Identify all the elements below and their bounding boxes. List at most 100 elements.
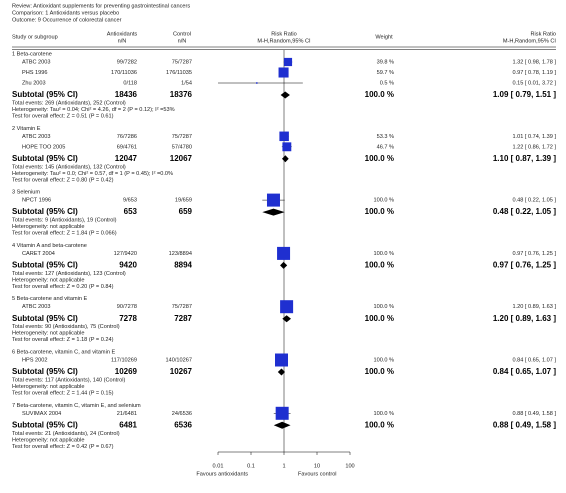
group-title: 6 Beta-carotene, vitamin C, and vitamin … <box>12 349 115 355</box>
subtotal-weight: 100.0 % <box>365 90 394 99</box>
weight: 100.0 % <box>373 198 394 204</box>
subtotal-antioxidants: 6481 <box>119 420 137 429</box>
subtotal-control: 8894 <box>174 261 192 270</box>
control-events: 75/7287 <box>172 59 192 65</box>
subtotal-diamond <box>262 208 285 216</box>
study-name: SUVIMAX 2004 <box>22 411 61 417</box>
group-note: Heterogeneity: not applicable <box>12 331 84 337</box>
control-events: 75/7287 <box>172 134 192 140</box>
control-events: 75/7287 <box>172 304 192 310</box>
risk-ratio: 1.22 [ 0.86, 1.72 ] <box>512 144 556 150</box>
group-note: Total events: 117 (Antioxidants), 140 (C… <box>12 377 126 383</box>
weight: 39.8 % <box>377 59 394 65</box>
study-name: ATBC 2003 <box>22 134 51 140</box>
subtotal-weight: 100.0 % <box>365 367 394 376</box>
subtotal-diamond <box>277 368 285 376</box>
control-events: 24/6536 <box>172 411 192 417</box>
antioxidants-events: 99/7282 <box>117 59 137 65</box>
subtotal-risk-ratio: 0.84 [ 0.65, 1.07 ] <box>493 367 556 376</box>
subtotal-risk-ratio: 1.10 [ 0.87, 1.39 ] <box>493 154 556 163</box>
group-note: Total events: 145 (Antioxidants), 132 (C… <box>12 164 126 170</box>
group-note: Heterogeneity: not applicable <box>12 384 84 390</box>
subtotal-label: Subtotal (95% CI) <box>12 90 78 99</box>
header-outcome: Outcome: 9 Occurrence of colorectal canc… <box>12 17 122 23</box>
risk-ratio: 0.97 [ 0.76, 1.25 ] <box>512 251 556 257</box>
antioxidants-events: 76/7286 <box>117 134 137 140</box>
subtotal-weight: 100.0 % <box>365 154 394 163</box>
subtotal-label: Subtotal (95% CI) <box>12 314 78 323</box>
subtotal-diamond <box>273 421 291 429</box>
x-label-right: Favours control <box>298 471 337 477</box>
subtotal-control: 10267 <box>170 367 193 376</box>
group-title: 7 Beta-carotene, vitamin C, vitamin E, a… <box>12 403 141 409</box>
group-title: 2 Vitamin E <box>12 126 41 132</box>
antioxidants-events: 127/9420 <box>114 251 137 257</box>
study-box <box>256 82 258 84</box>
study-name: HOPE TOO 2005 <box>22 144 65 150</box>
group-note: Test for overall effect: Z = 0.80 (P = 0… <box>12 177 114 183</box>
subtotal-control: 6536 <box>174 420 192 429</box>
group-title: 1 Beta-carotene <box>12 51 52 57</box>
subtotal-label: Subtotal (95% CI) <box>12 420 78 429</box>
group-note: Total events: 269 (Antioxidants), 252 (C… <box>12 100 126 106</box>
group-note: Total events: 9 (Antioxidants), 19 (Cont… <box>12 218 117 224</box>
subtotal-label: Subtotal (95% CI) <box>12 367 78 376</box>
study-box <box>282 142 292 152</box>
subtotal-control: 18376 <box>170 90 193 99</box>
x-tick-label: 0.1 <box>247 463 255 469</box>
column-header: Weight <box>375 34 393 40</box>
x-tick-label: 0.01 <box>213 463 224 469</box>
antioxidants-events: 170/11036 <box>111 70 137 76</box>
study-box <box>278 67 289 78</box>
subtotal-antioxidants: 10269 <box>115 367 138 376</box>
subtotal-diamond <box>280 261 288 269</box>
subtotal-risk-ratio: 0.48 [ 0.22, 1.05 ] <box>493 207 556 216</box>
group-note: Test for overall effect: Z = 0.20 (P = 0… <box>12 284 114 290</box>
column-header: M-H,Random,95% CI <box>257 38 311 44</box>
study-box <box>266 193 280 207</box>
study-box <box>280 300 294 314</box>
risk-ratio: 1.01 [ 0.74, 1.39 ] <box>512 134 556 140</box>
risk-ratio: 0.84 [ 0.65, 1.07 ] <box>512 357 556 363</box>
study-name: HPS 2002 <box>22 357 48 363</box>
group-note: Test for overall effect: Z = 1.84 (P = 0… <box>12 231 117 237</box>
x-tick-label: 1 <box>282 463 285 469</box>
control-events: 176/11035 <box>166 70 192 76</box>
header-comparison: Comparison: 1 Antioxidants versus placeb… <box>12 10 119 16</box>
group-note: Test for overall effect: Z = 1.44 (P = 0… <box>12 390 114 396</box>
subtotal-antioxidants: 18436 <box>115 90 138 99</box>
control-events: 123/8894 <box>169 251 192 257</box>
study-box <box>275 353 289 367</box>
column-header: Antioxidants <box>107 31 138 37</box>
subtotal-weight: 100.0 % <box>365 314 394 323</box>
study-box <box>277 246 291 260</box>
study-box <box>279 131 289 142</box>
group-note: Total events: 127 (Antioxidants), 123 (C… <box>12 271 126 277</box>
subtotal-antioxidants: 9420 <box>119 261 137 270</box>
risk-ratio: 0.97 [ 0.78, 1.19 ] <box>512 70 556 76</box>
group-note: Test for overall effect: Z = 0.42 (P = 0… <box>12 444 114 450</box>
subtotal-risk-ratio: 0.88 [ 0.49, 1.58 ] <box>493 420 556 429</box>
group-note: Total events: 90 (Antioxidants), 75 (Con… <box>12 324 120 330</box>
antioxidants-events: 90/7278 <box>117 304 137 310</box>
group-note: Total events: 21 (Antioxidants), 24 (Con… <box>12 431 120 437</box>
subtotal-control: 12067 <box>170 154 193 163</box>
subtotal-label: Subtotal (95% CI) <box>12 207 78 216</box>
group-note: Heterogeneity: not applicable <box>12 224 84 230</box>
antioxidants-events: 69/4761 <box>117 144 137 150</box>
subtotal-antioxidants: 12047 <box>115 154 138 163</box>
weight: 0.5 % <box>380 80 394 86</box>
group-title: 5 Beta-carotene and vitamin E <box>12 296 88 302</box>
subtotal-label: Subtotal (95% CI) <box>12 261 78 270</box>
subtotal-weight: 100.0 % <box>365 261 394 270</box>
subtotal-label: Subtotal (95% CI) <box>12 154 78 163</box>
subtotal-control: 659 <box>179 207 193 216</box>
risk-ratio: 1.32 [ 0.98, 1.78 ] <box>512 59 556 65</box>
weight: 59.7 % <box>377 70 394 76</box>
study-name: NPCT 1996 <box>22 198 51 204</box>
study-box <box>283 57 293 67</box>
group-note: Heterogeneity: not applicable <box>12 437 84 443</box>
study-name: ATBC 2003 <box>22 304 51 310</box>
column-header: Risk Ratio <box>271 31 297 37</box>
study-box <box>275 406 289 420</box>
